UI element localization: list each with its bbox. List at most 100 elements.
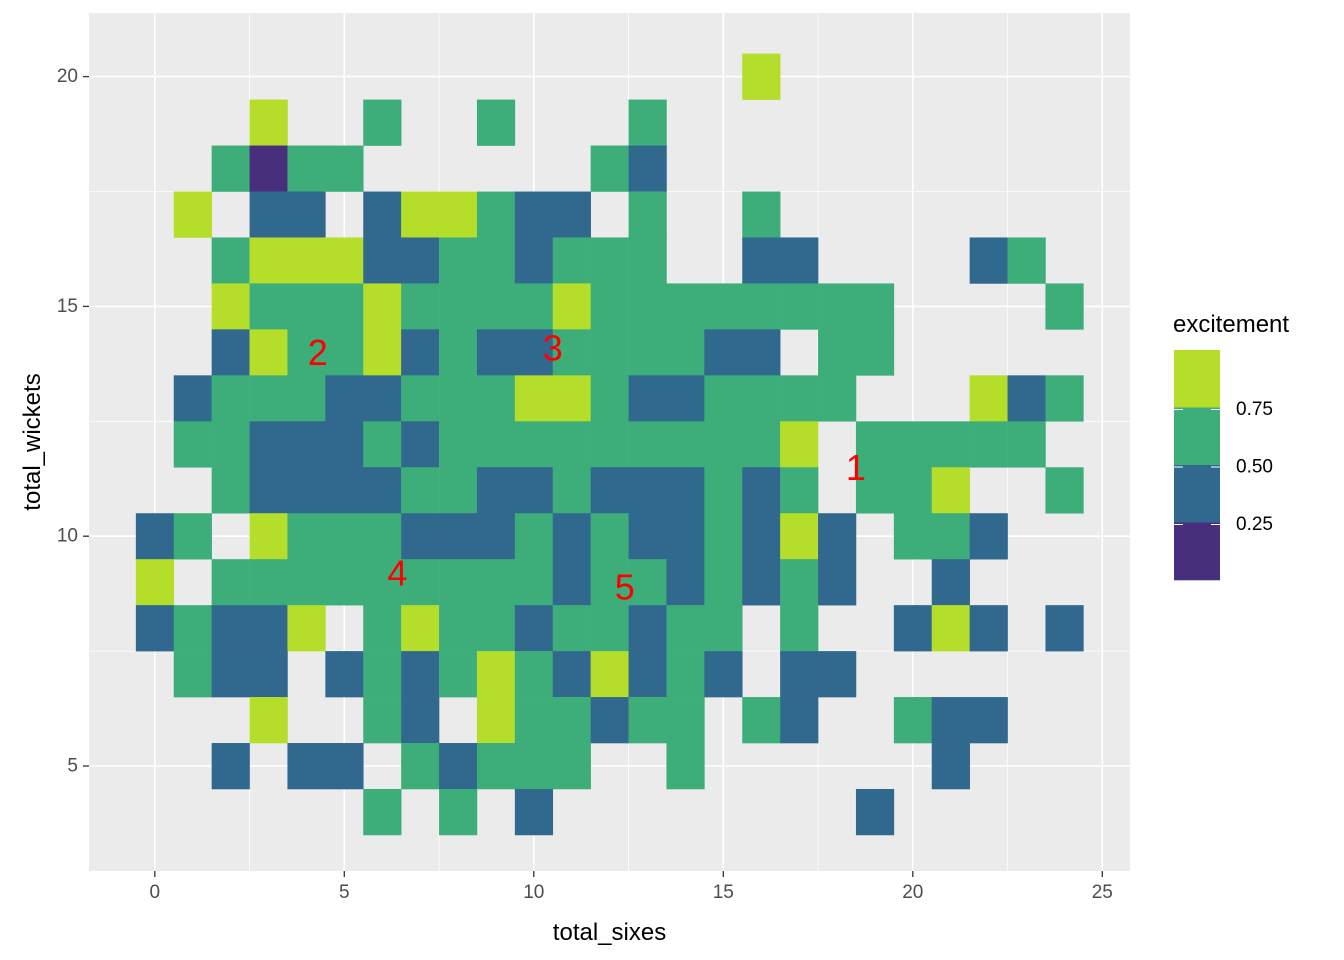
heatmap-tile — [249, 651, 288, 698]
heatmap-tile — [704, 375, 743, 422]
heatmap-tile — [666, 697, 705, 744]
heatmap-tile — [476, 421, 516, 468]
heatmap-tile — [439, 375, 478, 422]
heatmap-tile — [363, 559, 402, 606]
heatmap-tile — [325, 145, 364, 192]
heatmap-tile — [287, 559, 326, 606]
heatmap-tile — [552, 697, 591, 744]
heatmap-tile — [742, 421, 781, 468]
heatmap-tile — [552, 467, 591, 514]
heatmap-tile — [249, 467, 288, 514]
heatmap-tile — [666, 743, 705, 790]
heatmap-tile — [590, 329, 629, 376]
heatmap-tile — [211, 375, 250, 422]
heatmap-tile — [780, 697, 819, 744]
heatmap-tile — [818, 283, 857, 330]
heatmap-tile — [590, 559, 629, 606]
heatmap-tile — [439, 651, 478, 698]
heatmap-tile — [249, 605, 288, 652]
heatmap-tile — [818, 513, 857, 560]
heatmap-tile — [742, 467, 781, 514]
heatmap-tile — [666, 375, 705, 422]
heatmap-tile — [363, 237, 402, 284]
heatmap-tile — [287, 421, 326, 468]
heatmap-tile — [476, 329, 516, 376]
heatmap-tile — [704, 513, 743, 560]
heatmap-tile — [439, 788, 478, 836]
heatmap-tile — [628, 145, 667, 192]
heatmap-tile — [969, 605, 1008, 652]
heatmap-tile — [363, 191, 402, 238]
heatmap-tile — [931, 467, 970, 514]
heatmap-tile — [855, 467, 895, 514]
annotation-label: 4 — [387, 552, 407, 593]
heatmap-tile — [931, 513, 970, 560]
heatmap-tile — [211, 651, 250, 698]
x-tick-label: 20 — [902, 882, 923, 903]
heatmap-tile — [325, 467, 364, 514]
heatmap-tile — [855, 283, 895, 330]
heatmap-tile — [628, 651, 667, 698]
heatmap-tile — [666, 605, 705, 652]
heatmap-tile — [401, 421, 440, 468]
heatmap-tile — [173, 605, 212, 652]
heatmap-tile — [628, 191, 667, 238]
legend-key — [1174, 522, 1220, 581]
heatmap-tile — [363, 651, 402, 698]
heatmap-tile — [173, 513, 212, 560]
y-tick-label: 10 — [57, 526, 78, 547]
heatmap-tile — [514, 329, 554, 376]
heatmap-tile — [931, 421, 970, 468]
heatmap-tile — [249, 421, 288, 468]
heatmap-tile — [628, 237, 667, 284]
heatmap-tile — [287, 191, 326, 238]
heatmap-tile — [514, 237, 554, 284]
heatmap-tile — [893, 421, 933, 468]
heatmap-tile — [1045, 375, 1084, 422]
heatmap-tile — [666, 559, 705, 606]
heatmap-tile — [287, 283, 326, 330]
heatmap-tile — [855, 421, 895, 468]
heatmap-tile — [552, 605, 591, 652]
heatmap-tile — [476, 651, 516, 698]
heatmap-tile — [780, 513, 819, 560]
heatmap-tile — [1045, 283, 1084, 330]
legend-label: 0.50 — [1236, 457, 1273, 478]
heatmap-tile — [439, 421, 478, 468]
heatmap-tile — [363, 375, 402, 422]
x-axis-title: total_sixes — [553, 919, 666, 946]
heatmap-tile — [818, 375, 857, 422]
heatmap-tile — [628, 329, 667, 376]
legend-title: excitement — [1173, 311, 1289, 338]
heatmap-tile — [211, 421, 250, 468]
heatmap-tile — [211, 237, 250, 284]
heatmap-tile — [590, 145, 629, 192]
heatmap-tile — [287, 605, 326, 652]
heatmap-tile — [287, 743, 326, 790]
heatmap-tile — [969, 513, 1008, 560]
heatmap-tile — [476, 375, 516, 422]
heatmap-tile — [780, 467, 819, 514]
heatmap-tile — [742, 191, 781, 238]
heatmap-tile — [590, 513, 629, 560]
heatmap-tile — [628, 375, 667, 422]
heatmap-tile — [325, 743, 364, 790]
heatmap-tile — [401, 283, 440, 330]
heatmap-tile — [401, 651, 440, 698]
heatmap-tile — [211, 329, 250, 376]
y-tick-label: 5 — [67, 756, 78, 777]
y-axis-title: total_wickets — [19, 373, 46, 510]
heatmap-tile — [287, 329, 326, 376]
heatmap-tile — [1045, 605, 1084, 652]
heatmap-tile — [476, 283, 516, 330]
heatmap-tile — [628, 99, 667, 146]
heatmap-tile — [476, 697, 516, 744]
heatmap-tile — [439, 605, 478, 652]
heatmap-tile — [590, 237, 629, 284]
heatmap-tile — [893, 513, 933, 560]
heatmap-tile — [893, 467, 933, 514]
legend-label: 0.25 — [1236, 514, 1273, 535]
heatmap-tile — [325, 283, 364, 330]
heatmap-tile — [514, 421, 554, 468]
